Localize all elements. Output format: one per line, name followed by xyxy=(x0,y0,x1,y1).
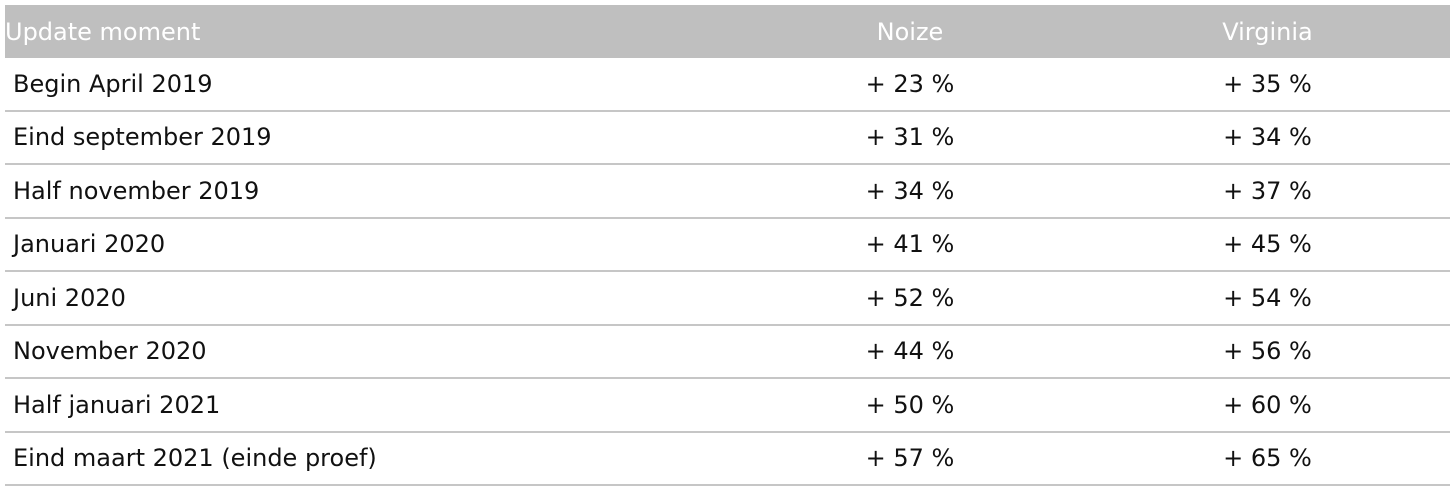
table-row: Eind september 2019 + 31 % + 34 % xyxy=(5,112,1450,165)
cell-moment: Half januari 2021 xyxy=(13,390,221,419)
cell-virginia: + 35 % xyxy=(1223,69,1312,98)
header-update-moment: Update moment xyxy=(5,17,201,46)
cell-moment: Januari 2020 xyxy=(13,230,166,259)
cell-moment: Eind maart 2021 (einde proef) xyxy=(13,444,377,473)
cell-noize: + 23 % xyxy=(865,69,955,98)
cell-virginia: + 54 % xyxy=(1223,283,1312,312)
table-row: Januari 2020 + 41 % + 45 % xyxy=(5,219,1450,272)
table-header-row: Update moment Noize Virginia xyxy=(5,5,1450,58)
cell-noize: + 57 % xyxy=(865,444,955,473)
cell-virginia: + 34 % xyxy=(1223,123,1312,152)
cell-noize: + 52 % xyxy=(865,283,955,312)
cell-virginia: + 65 % xyxy=(1223,444,1312,473)
header-noize: Noize xyxy=(876,17,944,46)
cell-moment: Begin April 2019 xyxy=(13,69,213,98)
table-row: Half januari 2021 + 50 % + 60 % xyxy=(5,379,1450,433)
cell-moment: Juni 2020 xyxy=(13,283,126,312)
cell-noize: + 31 % xyxy=(865,123,955,152)
cell-moment: November 2020 xyxy=(13,337,207,366)
cell-moment: Eind september 2019 xyxy=(13,123,272,152)
cell-noize: + 44 % xyxy=(865,337,955,366)
cell-noize: + 50 % xyxy=(865,390,955,419)
cell-virginia: + 45 % xyxy=(1223,230,1312,259)
header-virginia: Virginia xyxy=(1222,17,1313,46)
table-row: Begin April 2019 + 23 % + 35 % xyxy=(5,58,1450,112)
cell-virginia: + 60 % xyxy=(1223,390,1312,419)
results-table: Update moment Noize Virginia Begin April… xyxy=(5,5,1450,486)
cell-noize: + 34 % xyxy=(865,176,955,205)
cell-virginia: + 37 % xyxy=(1223,176,1312,205)
cell-moment: Half november 2019 xyxy=(13,176,260,205)
cell-noize: + 41 % xyxy=(865,230,955,259)
table-row: Juni 2020 + 52 % + 54 % xyxy=(5,272,1450,326)
table-row: Half november 2019 + 34 % + 37 % xyxy=(5,165,1450,219)
table-row: Eind maart 2021 (einde proef) + 57 % + 6… xyxy=(5,433,1450,486)
table-row: November 2020 + 44 % + 56 % xyxy=(5,326,1450,379)
cell-virginia: + 56 % xyxy=(1223,337,1312,366)
